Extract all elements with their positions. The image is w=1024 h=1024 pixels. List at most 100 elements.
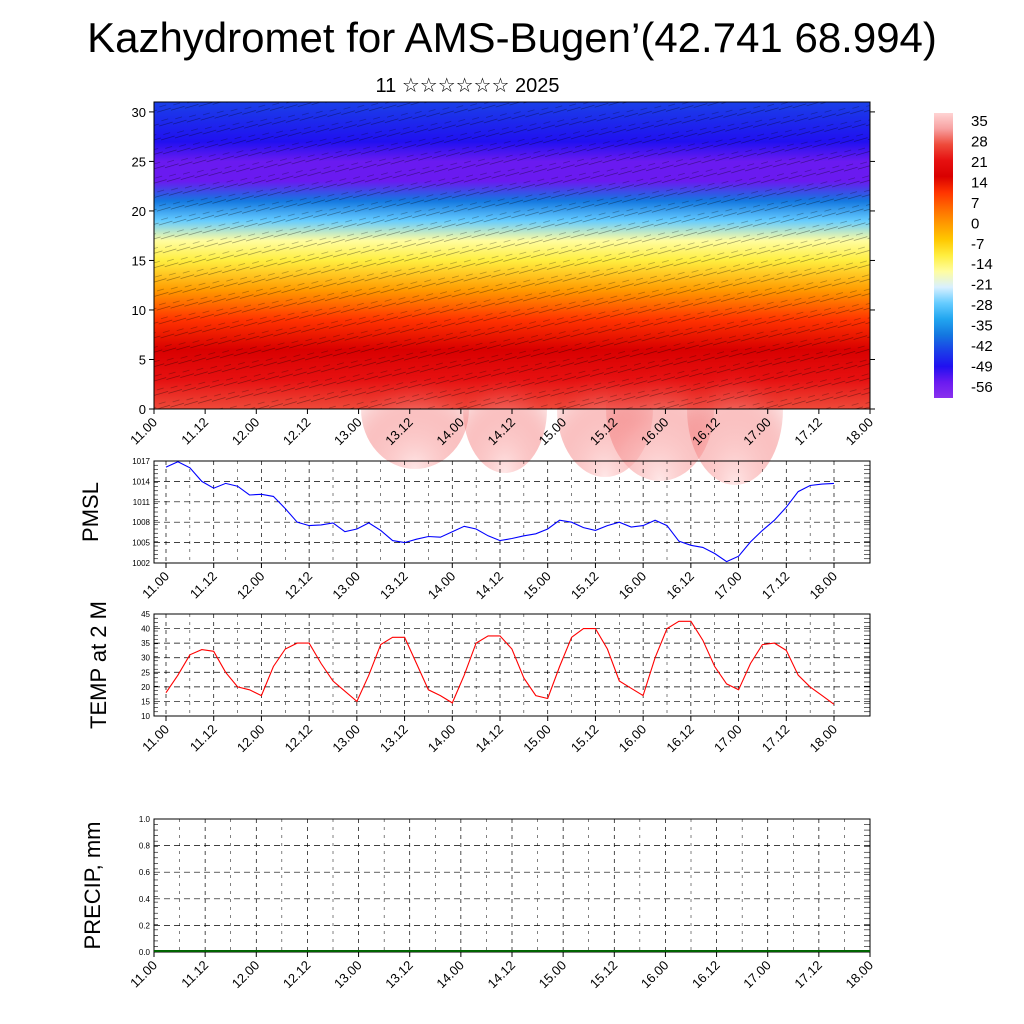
x-tick-label: 11.12	[187, 722, 220, 755]
colorbar-label: 14	[971, 174, 988, 191]
y-tick-label: 15	[132, 253, 146, 268]
x-tick-label: 14.12	[473, 722, 507, 756]
y-tick-label: 25	[132, 154, 146, 169]
colorbar-label: -28	[971, 297, 993, 314]
colorbar-label: 7	[971, 195, 979, 212]
x-tick-label: 15.12	[587, 958, 621, 992]
x-tick-label: 11.00	[139, 722, 172, 755]
x-tick-label: 16.00	[616, 722, 650, 756]
x-tick-label: 11.12	[178, 958, 211, 991]
y-axis-label: PMSL	[78, 482, 103, 542]
x-tick-label: 18.00	[843, 415, 877, 449]
x-tick-label: 16.12	[663, 569, 697, 603]
colorbar-gradient	[934, 113, 953, 398]
x-tick-label: 17.00	[711, 569, 745, 603]
x-tick-label: 15.12	[568, 722, 602, 756]
pmsl-line	[165, 461, 835, 563]
x-tick-label: 18.00	[843, 958, 877, 992]
colorbar-label: -14	[971, 256, 993, 273]
y-tick-label: 10	[141, 712, 150, 721]
colorbar-label: 0	[971, 215, 979, 232]
x-tick-label: 17.00	[711, 722, 745, 756]
y-tick-label: 0	[139, 402, 146, 417]
y-tick-label: 10	[132, 303, 146, 318]
x-tick-label: 12.12	[280, 415, 314, 449]
x-tick-label: 13.00	[331, 958, 365, 992]
x-tick-label: 12.00	[234, 722, 268, 756]
colorbar-label: 28	[971, 133, 988, 150]
x-tick-label: 16.12	[689, 958, 723, 992]
x-tick-label: 18.00	[807, 569, 841, 603]
colorbar-label: -7	[971, 236, 984, 253]
y-tick-label: 1017	[132, 457, 150, 466]
x-tick-label: 12.00	[234, 569, 268, 603]
y-tick-label: 20	[141, 683, 150, 692]
chart-subtitle: 11 ☆☆☆☆☆☆ 2025	[375, 75, 560, 97]
y-tick-label: 45	[141, 610, 150, 619]
y-tick-label: 1002	[132, 559, 150, 568]
colorbar-label: -42	[971, 338, 993, 355]
y-tick-label: 20	[132, 204, 146, 219]
colorbar-label: 35	[971, 113, 988, 130]
x-tick-label: 17.12	[759, 569, 793, 603]
x-tick-label: 11.12	[178, 415, 211, 448]
y-tick-label: 1008	[132, 518, 150, 527]
y-axis-label: PRECIP, mm	[80, 822, 105, 950]
x-tick-label: 12.00	[229, 958, 263, 992]
x-tick-label: 16.12	[663, 722, 697, 756]
wind-vectors	[154, 102, 870, 409]
x-tick-label: 18.00	[807, 722, 841, 756]
x-tick-label: 13.12	[377, 569, 411, 603]
x-tick-label: 12.12	[280, 958, 314, 992]
x-tick-label: 13.12	[382, 958, 416, 992]
colorbar-label: 21	[971, 154, 988, 171]
chart-title: Kazhydromet for AMS-Bugen’(42.741 68.994…	[87, 14, 937, 61]
y-tick-label: 0.2	[139, 921, 151, 930]
y-tick-label: 1.0	[139, 815, 151, 824]
x-tick-label: 13.00	[331, 415, 365, 449]
x-tick-label: 17.12	[791, 958, 825, 992]
x-tick-label: 12.12	[282, 722, 316, 756]
temp-panel: 10 15 20 25 30 35 40 45 11.00 11.12 12.00 12.12 13.0…	[86, 601, 871, 756]
x-tick-label: 15.00	[520, 722, 554, 756]
x-tick-label: 13.12	[377, 722, 411, 756]
x-tick-label: 15.00	[536, 958, 570, 992]
colorbar-label: -21	[971, 277, 993, 294]
x-tick-label: 15.00	[520, 569, 554, 603]
y-tick-label: 30	[141, 654, 150, 663]
colorbar-label: -56	[971, 379, 993, 396]
y-tick-label: 30	[132, 105, 146, 120]
y-tick-label: 0.0	[139, 948, 151, 957]
x-tick-label: 11.12	[187, 569, 220, 602]
precip-panel: 0.0 0.2 0.4 0.6 0.8 1.0 11.00 11.12 12.00 12.12 13…	[80, 815, 876, 991]
y-tick-label: 1011	[133, 498, 151, 507]
colorbar-label: -49	[971, 359, 993, 376]
y-tick-label: 0.4	[139, 895, 151, 904]
x-tick-label: 17.00	[740, 958, 774, 992]
x-tick-label: 17.12	[759, 722, 793, 756]
x-tick-label: 11.00	[127, 958, 160, 991]
x-tick-label: 14.00	[433, 958, 467, 992]
colorbar: 35 28 21 14 7 0 -7 -14 -21 -28 -35 -42 -49 -56	[934, 113, 993, 398]
x-tick-label: 13.00	[329, 569, 363, 603]
x-tick-label: 16.00	[616, 569, 650, 603]
x-tick-label: 14.12	[485, 958, 519, 992]
x-tick-label: 14.12	[473, 569, 507, 603]
x-tick-label: 11.00	[127, 415, 160, 448]
temp-line	[165, 620, 835, 705]
x-tick-label: 15.12	[568, 569, 602, 603]
y-tick-label: 25	[141, 668, 150, 677]
y-tick-label: 5	[139, 352, 146, 367]
y-tick-label: 0.8	[139, 842, 151, 851]
colorbar-label: -35	[971, 318, 993, 335]
y-tick-label: 1014	[132, 477, 150, 486]
x-tick-label: 12.00	[229, 415, 263, 449]
y-tick-label: 35	[141, 639, 150, 648]
x-tick-label: 13.00	[329, 722, 363, 756]
x-tick-label: 14.00	[425, 569, 459, 603]
x-tick-label: 17.12	[791, 415, 825, 449]
x-tick-label: 16.00	[638, 958, 672, 992]
y-tick-label: 1005	[132, 539, 150, 548]
